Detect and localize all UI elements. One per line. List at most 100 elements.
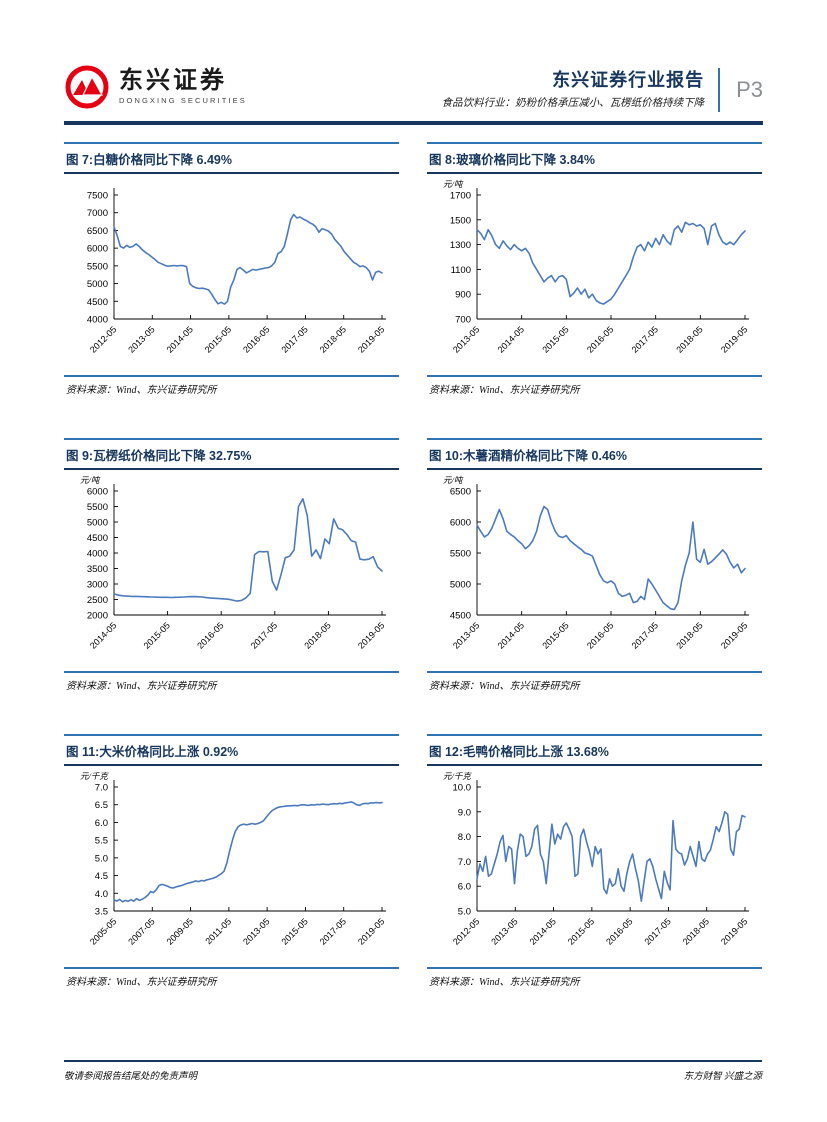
svg-text:2016-05: 2016-05 [604, 916, 634, 946]
svg-text:2013-05: 2013-05 [489, 916, 519, 946]
svg-text:1300: 1300 [450, 240, 471, 251]
svg-text:2015-05: 2015-05 [540, 620, 570, 650]
svg-text:2014-05: 2014-05 [165, 324, 195, 354]
svg-text:6.0: 6.0 [458, 882, 471, 893]
source-note: 资料来源：Wind、东兴证券研究所 [64, 967, 399, 988]
report-subtitle: 食品饮料行业：奶粉价格承压减小、瓦楞纸价格持续下降 [441, 97, 705, 109]
svg-text:1500: 1500 [450, 215, 471, 226]
svg-text:2013-05: 2013-05 [126, 324, 156, 354]
svg-text:5500: 5500 [87, 261, 108, 272]
source-note: 资料来源：Wind、东兴证券研究所 [64, 375, 399, 396]
figure-title: 图 7:白糖价格同比下降 6.49% [64, 142, 399, 174]
svg-text:1100: 1100 [451, 265, 471, 276]
svg-text:7000: 7000 [87, 208, 108, 219]
svg-text:2018-05: 2018-05 [674, 324, 704, 354]
svg-text:4.0: 4.0 [95, 889, 108, 900]
figure-title: 图 10:木薯酒精价格同比下降 0.46% [427, 438, 762, 470]
header-titles: 东兴证券行业报告 食品饮料行业：奶粉价格承压减小、瓦楞纸价格持续下降 [442, 70, 719, 110]
svg-text:6.5: 6.5 [95, 800, 108, 811]
svg-text:2012-05: 2012-05 [88, 324, 118, 354]
svg-text:7.0: 7.0 [95, 783, 108, 794]
svg-text:900: 900 [455, 290, 471, 301]
page-number: P3 [736, 77, 763, 102]
svg-text:1700: 1700 [450, 191, 471, 202]
svg-text:6500: 6500 [450, 487, 471, 498]
company-logo: 东兴证券 DONGXING SECURITIES [64, 64, 247, 110]
svg-text:2007-05: 2007-05 [126, 916, 156, 946]
svg-text:5.0: 5.0 [458, 907, 471, 918]
svg-text:元/千克: 元/千克 [443, 771, 472, 781]
svg-text:6500: 6500 [87, 226, 108, 237]
figure-8-glass-price: 图 8:玻璃价格同比下降 3.84% 元/吨 700 900 1100 1300 1500… [427, 142, 762, 396]
svg-text:5500: 5500 [450, 549, 471, 560]
svg-text:2016-05: 2016-05 [585, 324, 615, 354]
svg-text:2016-05: 2016-05 [585, 620, 615, 650]
svg-text:2018-05: 2018-05 [302, 620, 332, 650]
svg-text:7.0: 7.0 [458, 857, 471, 868]
svg-text:2016-05: 2016-05 [241, 324, 271, 354]
svg-text:5.0: 5.0 [95, 853, 108, 864]
svg-text:2018-05: 2018-05 [681, 916, 711, 946]
svg-text:5000: 5000 [87, 279, 108, 290]
line-chart: 元/千克 3.5 4.0 4.5 5.0 5.5 6.0 6.5 7.0 2005-05 2007-… [80, 771, 386, 947]
svg-text:2017-05: 2017-05 [630, 620, 660, 650]
logo-icon [65, 65, 109, 109]
svg-text:2018-05: 2018-05 [318, 324, 348, 354]
svg-text:2017-05: 2017-05 [318, 916, 348, 946]
svg-text:700: 700 [455, 315, 471, 326]
svg-text:2019-05: 2019-05 [719, 620, 749, 650]
svg-text:2019-05: 2019-05 [356, 916, 386, 946]
svg-text:元/吨: 元/吨 [80, 475, 101, 485]
svg-text:2017-05: 2017-05 [630, 324, 660, 354]
svg-text:2015-05: 2015-05 [540, 324, 570, 354]
svg-text:2018-05: 2018-05 [674, 620, 704, 650]
figure-12-duck-price: 图 12:毛鸭价格同比上涨 13.68% 元/千克 5.0 6.0 7.0 8.0 9.0… [427, 734, 762, 988]
svg-text:3500: 3500 [87, 564, 108, 575]
svg-text:2012-05: 2012-05 [451, 916, 481, 946]
svg-text:元/千克: 元/千克 [80, 771, 109, 781]
figure-10-cassava-alcohol-price: 图 10:木薯酒精价格同比下降 0.46% 元/吨 4500 5000 5500 600… [427, 438, 762, 692]
svg-text:2019-05: 2019-05 [356, 324, 386, 354]
figure-7-sugar-price: 图 7:白糖价格同比下降 6.49% 4000 4500 5000 5500 6000 6… [64, 142, 399, 396]
svg-text:4.5: 4.5 [95, 871, 108, 882]
svg-text:5000: 5000 [450, 580, 471, 591]
footer: 敬请参阅报告结尾处的免责声明 东方财智 兴盛之源 [64, 1060, 762, 1082]
logo-company-name: 东兴证券 [119, 67, 227, 94]
source-note: 资料来源：Wind、东兴证券研究所 [427, 967, 762, 988]
svg-text:2015-05: 2015-05 [142, 620, 172, 650]
svg-text:2019-05: 2019-05 [719, 324, 749, 354]
svg-text:2014-05: 2014-05 [496, 324, 526, 354]
header: 东兴证券 DONGXING SECURITIES 东兴证券行业报告 食品饮料行业… [64, 62, 763, 112]
source-note: 资料来源：Wind、东兴证券研究所 [427, 671, 762, 692]
svg-text:2019-05: 2019-05 [719, 916, 749, 946]
svg-text:9.0: 9.0 [458, 807, 471, 818]
header-divider [718, 68, 721, 112]
svg-text:10.0: 10.0 [453, 783, 472, 794]
svg-text:2016-05: 2016-05 [195, 620, 225, 650]
svg-text:3.5: 3.5 [95, 907, 108, 918]
svg-text:4000: 4000 [87, 315, 108, 326]
source-note: 资料来源：Wind、东兴证券研究所 [64, 671, 399, 692]
figure-title: 图 11:大米价格同比上涨 0.92% [64, 734, 399, 766]
figure-11-rice-price: 图 11:大米价格同比上涨 0.92% 元/千克 3.5 4.0 4.5 5.0 5.5 6… [64, 734, 399, 988]
figure-grid: 图 7:白糖价格同比下降 6.49% 4000 4500 5000 5500 6000 6… [64, 142, 763, 988]
svg-text:2017-05: 2017-05 [642, 916, 672, 946]
svg-text:2014-05: 2014-05 [528, 916, 558, 946]
logo-company-name-en: DONGXING SECURITIES [119, 96, 247, 105]
svg-text:4000: 4000 [87, 549, 108, 560]
header-right: 东兴证券行业报告 食品饮料行业：奶粉价格承压减小、瓦楞纸价格持续下降 P3 [442, 68, 763, 112]
line-chart: 元/吨 2000 2500 3000 3500 4000 4500 5000 5500 6000 2… [80, 475, 386, 651]
svg-text:2013-05: 2013-05 [451, 324, 481, 354]
svg-text:2019-05: 2019-05 [356, 620, 386, 650]
svg-text:5500: 5500 [87, 502, 108, 513]
svg-text:2017-05: 2017-05 [249, 620, 279, 650]
line-chart: 4000 4500 5000 5500 6000 6500 7000 7500 2012-05 2… [87, 188, 386, 355]
line-chart: 元/千克 5.0 6.0 7.0 8.0 9.0 10.0 2012-05 2013-05 201… [443, 771, 749, 947]
line-chart: 元/吨 4500 5000 5500 6000 6500 2013-05 2014-05 201… [443, 475, 749, 651]
svg-text:6000: 6000 [87, 487, 108, 498]
figure-title: 图 8:玻璃价格同比下降 3.84% [427, 142, 762, 174]
figure-9-corrugated-paper-price: 图 9:瓦楞纸价格同比下降 32.75% 元/吨 2000 2500 3000 3500… [64, 438, 399, 692]
svg-text:8.0: 8.0 [458, 832, 471, 843]
svg-text:6000: 6000 [450, 518, 471, 529]
source-note: 资料来源：Wind、东兴证券研究所 [427, 375, 762, 396]
